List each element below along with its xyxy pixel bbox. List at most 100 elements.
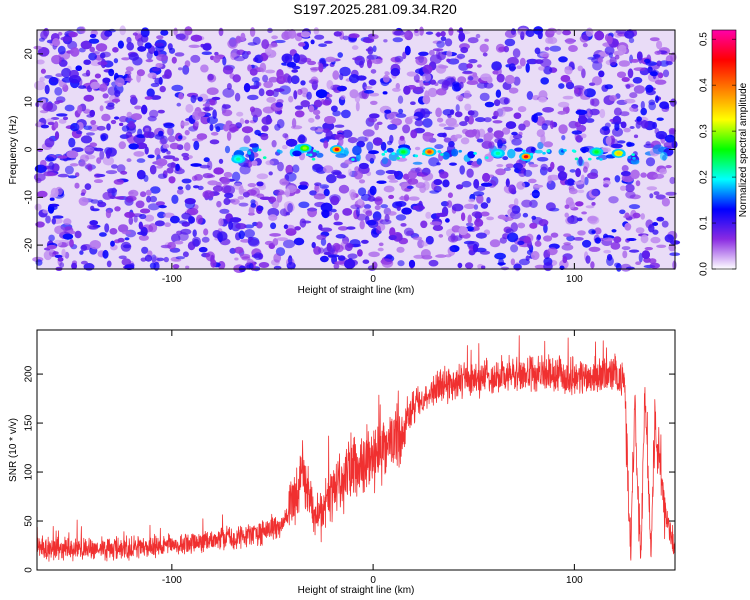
heatmap-cell <box>190 34 203 42</box>
heatmap-cell <box>307 60 317 66</box>
heatmap-cell <box>125 195 134 203</box>
heatmap-cell <box>54 225 66 235</box>
heatmap-cell <box>394 55 404 63</box>
heatmap-cell <box>384 71 391 76</box>
heatmap-cell <box>313 27 320 35</box>
heatmap-cell <box>365 48 372 52</box>
heatmap-cell <box>202 106 214 111</box>
heatmap-cell <box>434 144 444 150</box>
heatmap-cell <box>287 203 293 213</box>
heatmap-cell <box>635 227 645 234</box>
heatmap-cell <box>380 204 389 209</box>
heatmap-cell <box>564 212 569 218</box>
heatmap-cell <box>312 163 322 171</box>
heatmap-cell <box>151 67 161 72</box>
heatmap-ridge-spot <box>596 156 600 160</box>
heatmap-cell <box>486 216 494 221</box>
heatmap-cell <box>591 230 596 234</box>
heatmap-cell <box>64 104 75 112</box>
heatmap-cell <box>477 64 482 68</box>
heatmap-cell <box>258 262 270 268</box>
heatmap-cell <box>135 200 145 209</box>
heatmap-cell <box>587 56 597 60</box>
heatmap-cell <box>668 243 676 252</box>
heatmap-cell <box>320 255 329 263</box>
heatmap-cell <box>96 125 106 131</box>
heatmap-cell <box>239 164 251 175</box>
heatmap-cell <box>419 26 424 36</box>
heatmap-cell <box>573 87 580 94</box>
heatmap-cell <box>306 91 312 100</box>
heatmap-cell <box>241 256 251 261</box>
heatmap-cell <box>197 96 203 102</box>
heatmap-cell <box>216 231 228 242</box>
heatmap-cell <box>352 57 363 61</box>
heatmap-cell <box>640 234 649 244</box>
heatmap-cell <box>655 194 666 200</box>
heatmap-cell <box>185 265 190 269</box>
heatmap-cell <box>110 195 116 199</box>
heatmap-ridge-spot <box>381 152 386 156</box>
heatmap-cell <box>480 211 490 217</box>
heatmap-cell <box>375 225 381 234</box>
heatmap-cell <box>134 105 142 110</box>
heatmap-cell <box>249 85 259 90</box>
heatmap-peak <box>231 154 246 164</box>
heatmap-cell <box>203 228 209 236</box>
heatmap-cell <box>459 165 466 175</box>
heatmap-cell <box>640 100 645 110</box>
heatmap-cell <box>656 40 663 50</box>
heatmap-cell <box>398 108 404 114</box>
heatmap-cell <box>455 104 460 112</box>
heatmap-cell <box>108 68 115 77</box>
heatmap-cell <box>202 43 212 51</box>
colorbar-tick-label: 0.0 <box>699 262 710 276</box>
heatmap-cell <box>484 153 494 162</box>
heatmap-cell <box>438 123 447 127</box>
heatmap-cell <box>539 52 550 58</box>
heatmap-cell <box>461 71 474 75</box>
heatmap-cell <box>197 185 204 191</box>
heatmap-cell <box>403 194 410 202</box>
heatmap-cell <box>269 233 281 237</box>
heatmap-cell <box>40 124 50 129</box>
heatmap-cell <box>158 205 167 209</box>
heatmap-cell <box>581 68 586 79</box>
heatmap-cell <box>463 90 471 99</box>
heatmap-cell <box>105 209 112 219</box>
heatmap-cell <box>476 138 484 143</box>
heatmap-cell <box>185 104 194 113</box>
heatmap-cell <box>370 100 378 105</box>
heatmap-cell <box>538 219 549 227</box>
heatmap-cell <box>665 191 677 196</box>
heatmap-cell <box>159 85 166 93</box>
heatmap-cell <box>136 158 146 163</box>
heatmap-cell <box>34 80 46 91</box>
heatmap-cell <box>358 187 367 196</box>
heatmap-cell <box>604 46 615 55</box>
heatmap-cell <box>661 220 669 228</box>
heatmap-cell <box>320 202 333 213</box>
heatmap-cell <box>259 196 272 200</box>
heatmap-cell <box>587 172 599 179</box>
heatmap-cell <box>311 80 318 91</box>
heatmap-cell <box>263 81 274 89</box>
heatmap-cell <box>612 115 622 125</box>
heatmap-cell <box>244 119 250 124</box>
heatmap-cell <box>387 124 398 130</box>
heatmap-cell <box>480 182 493 187</box>
heatmap-cell <box>307 207 317 218</box>
heatmap-cell <box>494 252 506 260</box>
heatmap-cell <box>497 139 503 149</box>
heatmap-cell <box>383 185 395 193</box>
heatmap-cell <box>407 178 419 185</box>
heatmap-cell <box>545 37 554 44</box>
heatmap-cell <box>505 178 510 188</box>
heatmap-cell <box>181 152 189 158</box>
heatmap-cell <box>486 197 491 204</box>
heatmap-cell <box>140 27 150 38</box>
heatmap-cell <box>228 220 234 230</box>
heatmap-cell <box>42 209 49 214</box>
heatmap-cell <box>473 179 480 189</box>
heatmap-cell <box>617 44 627 55</box>
